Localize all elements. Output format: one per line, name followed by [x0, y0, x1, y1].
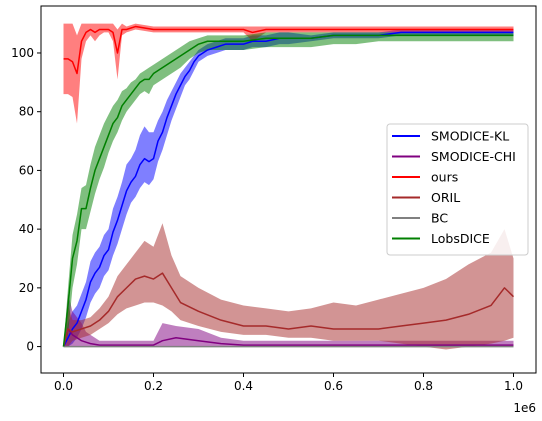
legend-box [386, 123, 529, 256]
x-axis: 0.0 0.2 0.4 0.6 0.8 1.0 [54, 373, 523, 393]
confidence-bands [63, 23, 514, 350]
legend-label-0: SMODICE-KL [431, 129, 509, 144]
band-3 [63, 223, 514, 350]
y-tick-label-2: 40 [19, 222, 34, 236]
x-tick-label-1: 0.2 [144, 379, 163, 393]
series-line-2 [63, 25, 514, 75]
legend: SMODICE-KL SMODICE-CHI ours ORIL BC LobsDICE [386, 123, 529, 256]
series-line-5 [62, 34, 514, 347]
x-tick-label-3: 0.6 [324, 379, 343, 393]
y-tick-label-3: 60 [19, 163, 34, 177]
x-tick-label-5: 1.0 [504, 379, 523, 393]
plot-frame [40, 5, 537, 374]
band-0 [63, 29, 514, 347]
x-tick-label-2: 0.4 [234, 379, 253, 393]
series-lines [62, 25, 515, 348]
x-tick-label-0: 0.0 [54, 379, 73, 393]
y-tick-label-5: 100 [11, 46, 34, 60]
y-tick-label-0: 0 [26, 340, 34, 354]
y-axis: 0 20 40 60 80 100 [11, 46, 41, 354]
y-tick-label-4: 80 [19, 105, 34, 119]
legend-label-1: SMODICE-CHI [431, 149, 516, 164]
legend-label-4: BC [431, 211, 448, 226]
series-line-1 [62, 328, 514, 347]
legend-label-5: LobsDICE [431, 231, 490, 246]
band-1 [63, 293, 514, 347]
legend-label-3: ORIL [431, 190, 460, 205]
x-tick-label-4: 0.8 [414, 379, 433, 393]
y-tick-label-1: 20 [19, 281, 34, 295]
legend-label-2: ours [431, 170, 458, 185]
series-line-3 [62, 272, 515, 347]
x-axis-offset-label: 1e6 [513, 401, 536, 415]
